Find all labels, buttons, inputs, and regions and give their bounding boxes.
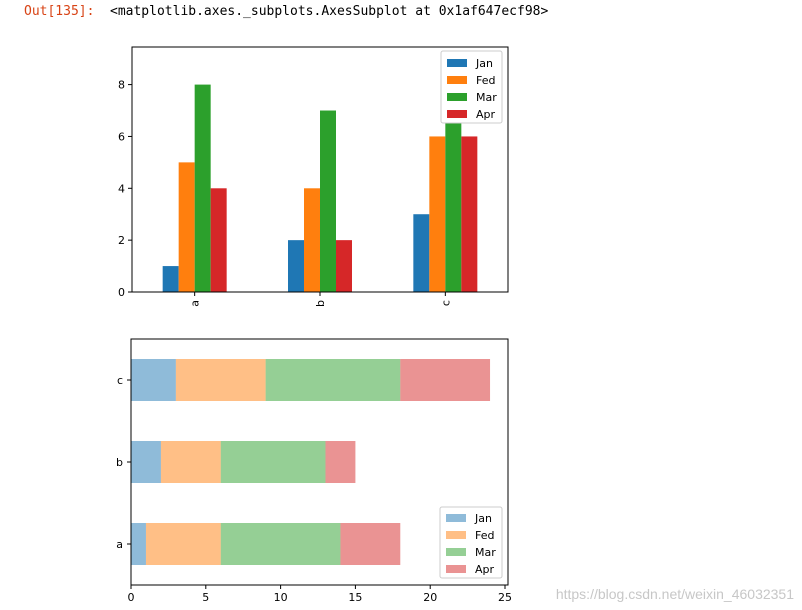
legend-label: Mar <box>476 91 497 104</box>
y-tick-label: b <box>116 456 123 469</box>
y-tick-label: 2 <box>118 234 125 247</box>
hbar-apr-a <box>340 523 401 565</box>
legend-swatch <box>446 548 466 556</box>
legend-swatch <box>447 110 467 118</box>
x-tick-label: b <box>314 300 327 307</box>
bar-fed-a <box>178 162 195 292</box>
bar-fed-c <box>429 136 446 292</box>
chart-2-frame <box>130 338 509 586</box>
bar-mar-a <box>194 84 211 292</box>
legend-box <box>439 506 503 579</box>
hbar-apr-c <box>400 359 491 401</box>
legend-swatch <box>447 59 467 67</box>
hbar-apr-b <box>325 441 356 483</box>
y-tick-label: 6 <box>118 130 125 143</box>
legend-swatch <box>446 565 466 573</box>
bar-jan-c <box>413 214 430 292</box>
y-tick-label: c <box>117 374 123 387</box>
legend-box <box>440 50 503 124</box>
bar-apr-b <box>336 240 352 292</box>
legend-label: Fed <box>476 74 495 87</box>
hbar-mar-a <box>220 523 341 565</box>
bar-mar-b <box>320 110 336 292</box>
hbar-fed-a <box>145 523 221 565</box>
chart-2-group: a b c 0 5 10 15 20 25 Jan Fed Mar Apr <box>116 338 512 604</box>
y-tick-label: 0 <box>118 286 125 299</box>
bar-apr-c <box>461 136 478 292</box>
x-tick-label: 5 <box>202 591 209 604</box>
hbar-mar-c <box>265 359 401 401</box>
output-cell-row: Out[135]: <matplotlib.axes._subplots.Axe… <box>0 0 802 30</box>
output-prompt: Out[135]: <box>24 4 95 19</box>
y-tick-label: a <box>116 538 123 551</box>
x-tick-label: 25 <box>498 591 512 604</box>
y-tick-label: 8 <box>118 79 125 92</box>
legend-swatch <box>446 531 466 539</box>
hbar-jan-a <box>131 523 146 565</box>
legend-swatch <box>447 93 467 101</box>
hbar-mar-b <box>220 441 326 483</box>
legend-label: Mar <box>475 546 496 559</box>
bar-apr-a <box>210 188 227 292</box>
output-text: <matplotlib.axes._subplots.AxesSubplot a… <box>110 4 549 19</box>
hbar-jan-c <box>131 359 176 401</box>
hbar-fed-b <box>160 441 221 483</box>
x-tick-label: 20 <box>423 591 437 604</box>
bar-jan-a <box>162 266 179 292</box>
hbar-jan-b <box>131 441 161 483</box>
legend-swatch <box>446 514 466 522</box>
y-tick-label: 4 <box>118 182 125 195</box>
x-tick-label: 15 <box>348 591 362 604</box>
chart-1-group: 0 2 4 6 8 a b c Jan Fed Mar Apr <box>118 46 509 307</box>
x-tick-label: c <box>439 300 452 306</box>
x-tick-label: a <box>189 300 202 307</box>
x-tick-label: 0 <box>128 591 135 604</box>
legend-label: Apr <box>475 563 495 576</box>
legend-label: Jan <box>475 57 493 70</box>
legend-label: Apr <box>476 108 496 121</box>
watermark: https://blog.csdn.net/weixin_46032351 <box>555 586 794 602</box>
bar-fed-b <box>304 188 320 292</box>
legend-swatch <box>447 76 467 84</box>
x-tick-label: 10 <box>274 591 288 604</box>
legend-label: Fed <box>475 529 494 542</box>
bar-jan-b <box>288 240 304 292</box>
legend-label: Jan <box>474 512 492 525</box>
hbar-fed-c <box>175 359 266 401</box>
